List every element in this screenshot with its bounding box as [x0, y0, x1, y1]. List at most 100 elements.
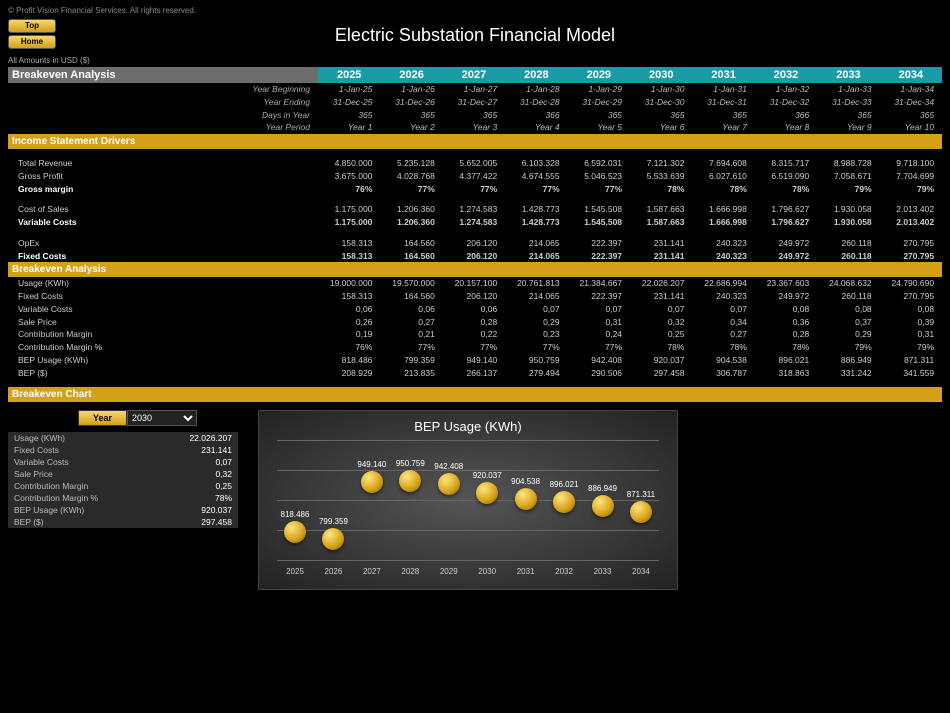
data-cell: 0,28	[443, 316, 505, 329]
data-cell: 6.027.610	[692, 170, 754, 183]
data-cell: 4.850.000	[318, 157, 380, 170]
data-cell: 942.408	[568, 354, 630, 367]
data-cell: 31-Dec-30	[630, 96, 692, 109]
data-cell: 290.506	[568, 367, 630, 380]
year-column-header: 2031	[692, 67, 754, 83]
data-cell: 1.796.627	[755, 216, 817, 229]
row-label: Variable Costs	[8, 216, 318, 229]
summary-row: Contribution Margin %78%	[8, 492, 238, 504]
data-cell: 77%	[568, 341, 630, 354]
data-cell: 206.120	[443, 237, 505, 250]
data-cell: 77%	[380, 341, 442, 354]
data-cell: 0,07	[630, 303, 692, 316]
data-cell: Year 4	[505, 121, 567, 134]
data-cell: 240.323	[692, 290, 754, 303]
data-cell: 365	[817, 109, 879, 122]
data-cell: 365	[380, 109, 442, 122]
data-cell: 76%	[318, 183, 380, 196]
data-cell: 31-Dec-32	[755, 96, 817, 109]
data-cell: 79%	[880, 183, 942, 196]
data-cell: 231.141	[630, 237, 692, 250]
page-title: Electric Substation Financial Model	[8, 25, 942, 46]
row-label: Contribution Margin %	[8, 341, 318, 354]
data-cell: 0,37	[817, 316, 879, 329]
section-label: Breakeven Analysis	[8, 262, 318, 277]
data-cell: 206.120	[443, 250, 505, 263]
data-cell: 5.235.128	[380, 157, 442, 170]
data-cell: 1.545.508	[568, 203, 630, 216]
data-cell: 0,06	[443, 303, 505, 316]
year-column-header: 2034	[880, 67, 942, 83]
year-select[interactable]: 2030	[127, 410, 197, 426]
data-cell: 0,08	[817, 303, 879, 316]
data-cell: 79%	[817, 183, 879, 196]
data-cell: 19.570.000	[380, 277, 442, 290]
row-label: BEP ($)	[8, 367, 318, 380]
data-cell: 1-Jan-31	[692, 83, 754, 96]
year-column-header: 2033	[817, 67, 879, 83]
data-cell: 3.675.000	[318, 170, 380, 183]
data-cell: 4.377.422	[443, 170, 505, 183]
data-cell: 22.026.207	[630, 277, 692, 290]
data-cell: 9.718.100	[880, 157, 942, 170]
data-cell: 266.137	[443, 367, 505, 380]
data-cell: 886.949	[817, 354, 879, 367]
data-cell: 260.118	[817, 250, 879, 263]
data-cell: 0,07	[568, 303, 630, 316]
chart-bar: 896.0212032	[546, 480, 582, 560]
chart-bar: 799.3592026	[315, 517, 351, 560]
data-cell: 208.929	[318, 367, 380, 380]
data-cell: 31-Dec-33	[817, 96, 879, 109]
data-cell: Year 3	[443, 121, 505, 134]
data-cell: 249.972	[755, 237, 817, 250]
chart-bar: 950.7592028	[392, 459, 428, 560]
data-cell: 7.694.608	[692, 157, 754, 170]
data-cell: 1-Jan-34	[880, 83, 942, 96]
data-cell: 7.058.671	[817, 170, 879, 183]
chart-title: BEP Usage (KWh)	[277, 419, 659, 434]
row-label: Year Period	[8, 121, 318, 134]
section-header-breakeven2: Breakeven Analysis	[8, 262, 942, 277]
data-cell: Year 9	[817, 121, 879, 134]
data-cell: 79%	[880, 341, 942, 354]
data-cell: 249.972	[755, 290, 817, 303]
data-cell: 0,39	[880, 316, 942, 329]
data-cell: 1-Jan-33	[817, 83, 879, 96]
data-cell: Year 8	[755, 121, 817, 134]
data-cell: 78%	[692, 183, 754, 196]
data-cell: 5.533.639	[630, 170, 692, 183]
data-cell: 31-Dec-29	[568, 96, 630, 109]
data-cell: 31-Dec-31	[692, 96, 754, 109]
row-label: OpEx	[8, 237, 318, 250]
data-cell: 4.028.768	[380, 170, 442, 183]
data-cell: Year 7	[692, 121, 754, 134]
data-cell: Year 2	[380, 121, 442, 134]
data-cell: 0,08	[755, 303, 817, 316]
data-cell: 31-Dec-34	[880, 96, 942, 109]
data-cell: 78%	[630, 341, 692, 354]
data-cell: 240.323	[692, 250, 754, 263]
top-button[interactable]: Top	[8, 19, 56, 33]
data-cell: 31-Dec-28	[505, 96, 567, 109]
data-cell: 24.068.632	[817, 277, 879, 290]
data-cell: 871.311	[880, 354, 942, 367]
data-cell: 0,06	[318, 303, 380, 316]
section-label: Income Statement Drivers	[8, 134, 318, 149]
data-cell: 904.538	[692, 354, 754, 367]
section-label: Breakeven Chart	[8, 387, 318, 402]
data-cell: 365	[880, 109, 942, 122]
chart-bar: 949.1402027	[354, 460, 390, 560]
home-button[interactable]: Home	[8, 35, 56, 49]
currency-note: All Amounts in USD ($)	[8, 56, 942, 65]
row-label: Variable Costs	[8, 303, 318, 316]
data-cell: 164.560	[380, 290, 442, 303]
summary-row: Fixed Costs231.141	[8, 444, 238, 456]
data-cell: 206.120	[443, 290, 505, 303]
data-cell: 0,07	[505, 303, 567, 316]
data-cell: 799.359	[380, 354, 442, 367]
data-cell: 77%	[380, 183, 442, 196]
data-cell: 24.790.690	[880, 277, 942, 290]
data-cell: 365	[630, 109, 692, 122]
data-cell: 0,31	[880, 328, 942, 341]
data-cell: 7.704.699	[880, 170, 942, 183]
